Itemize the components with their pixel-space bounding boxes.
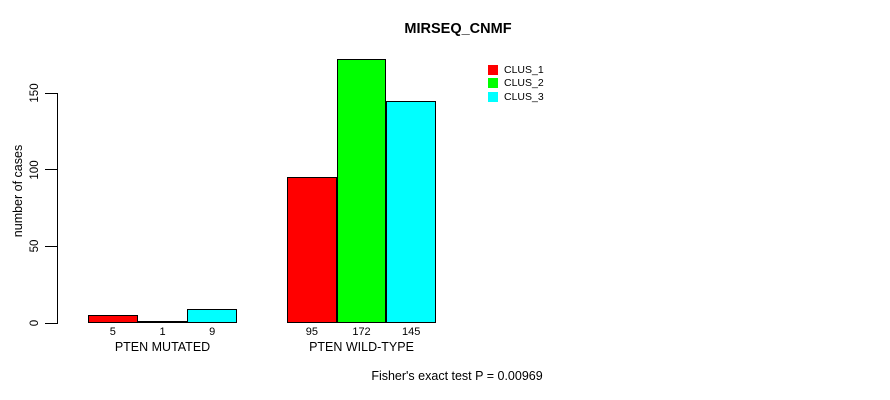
legend-swatch-clus-3-icon: [488, 91, 498, 102]
y-tick: [45, 322, 58, 324]
y-tick: [45, 92, 58, 94]
bar-clus_1: [287, 177, 337, 323]
y-axis-label: number of cases: [11, 144, 25, 238]
legend-item: CLUS_3: [488, 90, 544, 104]
y-tick: [45, 245, 58, 247]
bar-clus_2: [137, 321, 188, 323]
bar-value-label: 172: [352, 326, 371, 338]
y-axis-line: [57, 93, 58, 323]
bar-value-label: 5: [109, 326, 116, 338]
legend-label: CLUS_3: [504, 90, 544, 103]
y-tick-label: 150: [29, 83, 41, 103]
y-tick-label: 0: [29, 319, 41, 327]
bar-clus_1: [88, 315, 138, 323]
bar-value-label: 1: [159, 326, 166, 338]
legend-swatch-clus-2-icon: [488, 78, 498, 89]
bar-clus_3: [187, 309, 237, 323]
legend-label: CLUS_1: [504, 63, 544, 76]
category-label: PTEN MUTATED: [114, 340, 211, 354]
legend-item: CLUS_2: [488, 77, 544, 91]
legend: CLUS_1 CLUS_2 CLUS_3: [488, 63, 544, 104]
legend-item: CLUS_1: [488, 63, 544, 77]
y-tick-label: 100: [29, 160, 41, 180]
y-tick: [45, 169, 58, 171]
bar-value-label: 145: [401, 326, 421, 338]
y-tick-label: 50: [29, 239, 41, 253]
bar-clus_2: [336, 59, 387, 323]
legend-swatch-clus-1-icon: [488, 64, 498, 75]
bar-value-label: 9: [209, 326, 216, 338]
bar-value-label: 95: [305, 326, 318, 338]
stat-test-caption: Fisher's exact test P = 0.00969: [371, 369, 543, 383]
chart-title: MIRSEQ_CNMF: [404, 21, 512, 37]
category-label: PTEN WILD-TYPE: [309, 340, 414, 354]
legend-label: CLUS_2: [504, 77, 544, 90]
bar-clus_3: [386, 100, 436, 323]
